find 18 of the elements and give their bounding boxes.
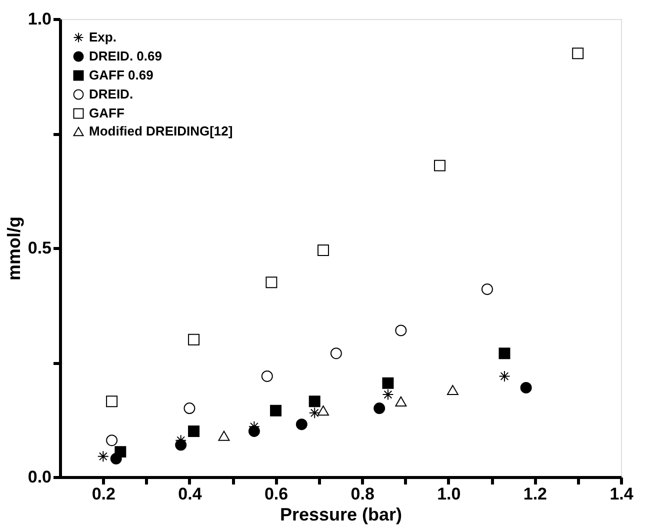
x-tick-label: 1.0 [437,484,461,504]
y-tick-label: 0.0 [28,468,52,486]
legend-label: Exp. [89,30,116,44]
legend-label: Modified DREIDING[12] [89,124,233,138]
x-tick-label: 0.6 [264,484,288,504]
x-tick-label: 0.4 [178,484,202,504]
x-tick-label: 0.2 [92,484,116,504]
x-axis-title: Pressure (bar) [280,504,402,524]
y-tick-label: 1.0 [28,10,52,28]
legend-label: GAFF [89,106,124,120]
legend-label: DREID. [89,86,134,102]
legend-label: GAFF 0.69 [89,68,154,82]
y-axis-title: mmol/g [4,216,24,281]
x-tick-label: 0.8 [350,484,374,504]
x-tick-label: 1.4 [610,484,634,504]
y-tick-label: 0.5 [28,238,52,258]
legend-label: DREID. 0.69 [89,48,162,64]
x-tick-label: 1.2 [523,484,548,504]
